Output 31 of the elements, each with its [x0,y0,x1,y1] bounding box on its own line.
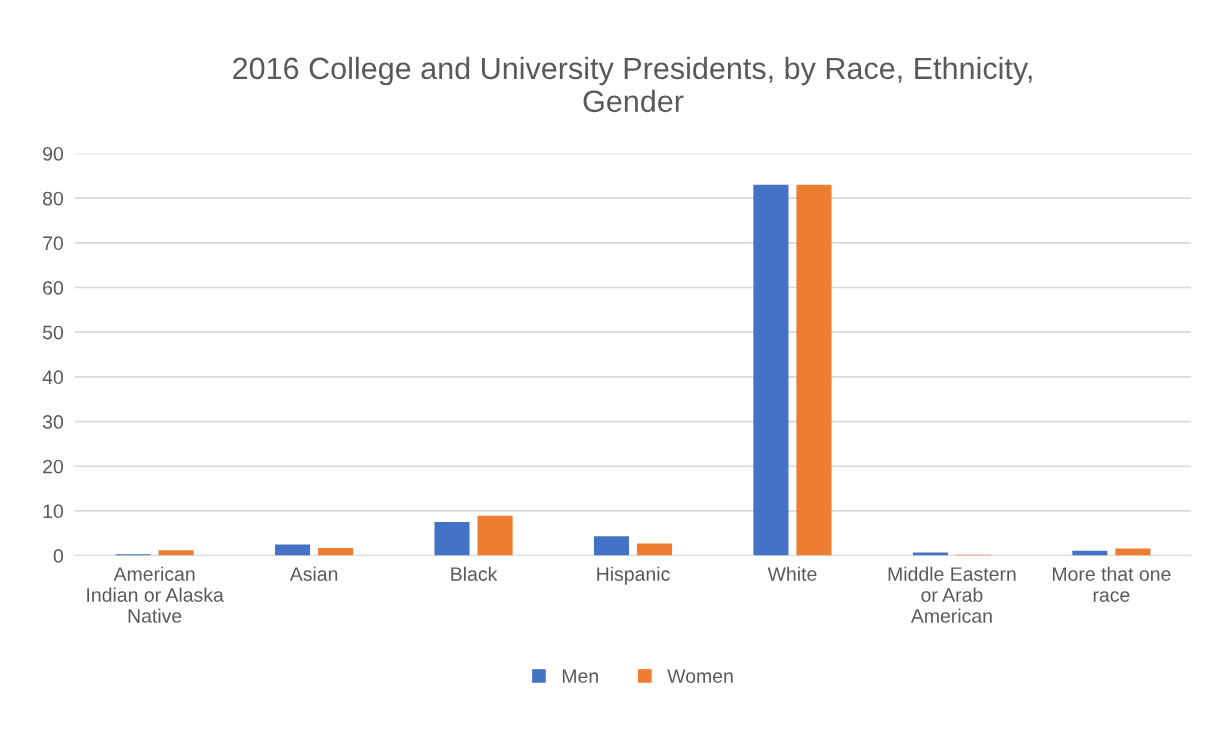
bar [434,522,470,556]
y-tick-label: 90 [43,146,64,161]
bar [318,547,354,556]
legend-label: Women [667,669,733,683]
legend-label: Men [562,669,598,683]
y-tick-label: 40 [42,370,64,385]
chart-title: 2016 College and University Presidents, by Race, Ethnicity, Gender [233,56,1032,113]
x-tick-label: White [767,566,817,581]
bar [275,544,311,556]
x-tick-label: Asian [289,566,338,581]
y-tick-label: 0 [53,549,64,563]
bar [158,550,194,556]
bar [753,184,789,556]
x-tick-label: Middle Eastern or Arab American [888,566,1016,623]
x-tick-label: Black [451,566,498,581]
y-tick-label: 70 [43,236,64,251]
y-tick-label: 20 [43,459,64,474]
x-tick-label: More that one race [1052,566,1171,602]
y-tick-label: 50 [42,325,64,340]
x-tick-label: Hispanic [597,566,670,585]
y-tick-label: 10 [43,504,64,519]
bar [636,543,673,556]
x-tick-label: American Indian or Alaska Native [87,566,224,623]
bar [477,515,513,556]
bar [1115,548,1151,556]
y-tick-label: 80 [43,191,64,206]
y-tick-label: 60 [43,280,64,295]
bar [593,536,630,556]
bar [796,184,832,556]
y-tick-label: 30 [42,415,64,429]
bar [912,552,948,556]
